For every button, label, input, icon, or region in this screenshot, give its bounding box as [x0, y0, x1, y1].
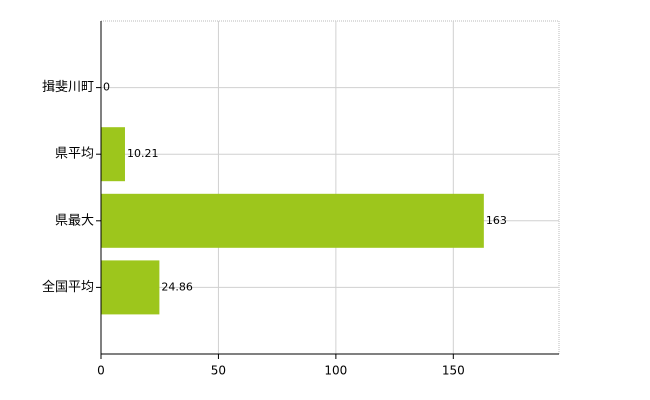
value-label: 10.21 — [127, 147, 159, 160]
bar — [101, 193, 484, 248]
y-tick-label: 全国平均 — [42, 279, 94, 295]
y-tick-label: 揖斐川町 — [42, 80, 94, 95]
value-label: 0 — [103, 81, 110, 94]
y-tick-label: 県平均 — [55, 147, 94, 162]
value-label: 24.86 — [161, 280, 193, 293]
x-tick-label: 150 — [442, 364, 465, 378]
bar — [101, 260, 160, 315]
bar — [101, 127, 125, 182]
x-tick-label: 50 — [211, 364, 226, 378]
y-tick-label: 県最大 — [55, 213, 94, 228]
x-tick-label: 100 — [324, 364, 347, 378]
x-tick-label: 0 — [97, 364, 105, 378]
value-label: 163 — [486, 214, 507, 227]
